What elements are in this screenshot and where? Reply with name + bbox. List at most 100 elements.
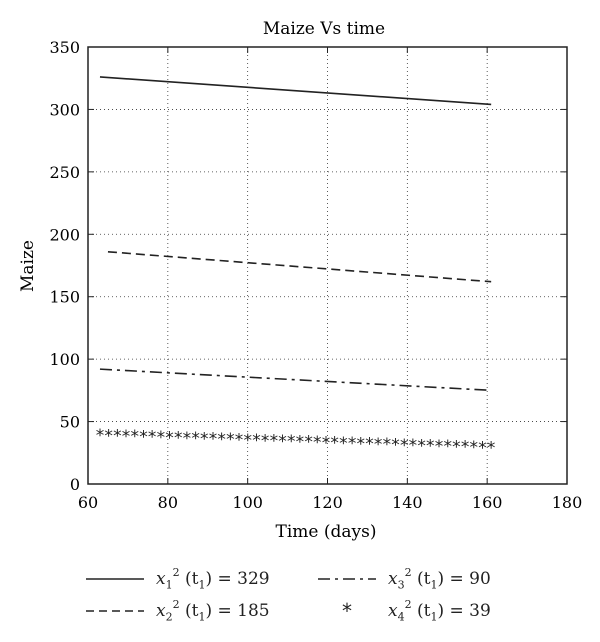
legend-time-subscript: 1 [198,610,206,624]
asterisk-data-point: * [252,431,261,451]
legend-symbol: x [156,569,166,589]
asterisk-data-point: * [226,430,235,450]
legend-symbol-subscript: 1 [165,578,173,592]
y-axis-ticks: 0 50 100 150 200 250 300 350 [49,38,567,494]
asterisk-data-point: * [478,438,487,458]
asterisk-data-point: * [148,428,157,448]
asterisk-data-point: * [330,434,339,454]
legend-symbol: x [388,601,398,621]
asterisk-data-point: * [165,428,174,448]
x-axis-label: Time (days) [276,522,377,542]
legend-symbol-subscript: 3 [397,578,405,592]
asterisk-data-point: * [452,437,461,457]
y-tick-label: 0 [70,475,80,494]
legend-value: = 39 [449,601,491,621]
asterisk-data-point: * [417,436,426,456]
asterisk-data-point: * [217,430,226,450]
y-tick-label: 300 [49,100,80,119]
asterisk-data-point: * [235,430,244,450]
legend-symbol-superscript: 2 [172,598,180,612]
x-axis-ticks: 60 80 100 120 140 160 180 [78,47,582,512]
legend-solid-line-swatch [86,578,144,580]
y-axis-label: Maize [18,240,38,292]
asterisk-data-point: * [113,427,122,447]
asterisk-data-point: * [296,432,305,452]
asterisk-data-point: * [200,429,209,449]
legend-time-subscript: 1 [430,610,438,624]
asterisk-data-point: * [443,437,452,457]
asterisk-data-point: * [157,428,166,448]
asterisk-data-point: * [270,432,279,452]
asterisk-data-point: * [374,435,383,455]
asterisk-data-point: * [348,434,357,454]
asterisk-data-point: * [487,439,496,459]
legend-time-subscript: 1 [198,578,206,592]
legend-item-series-1: x12 (t1) = 329 [86,565,270,593]
y-tick-label: 250 [49,163,80,182]
series-2-line [107,250,492,283]
asterisk-data-point: * [139,427,148,447]
asterisk-data-point: * [244,431,253,451]
legend-label-series-2: x22 (t1) = 185 [156,598,270,624]
legend-symbol-superscript: 2 [172,566,180,580]
legend-symbol: x [156,601,166,621]
legend-label-series-4: x42 (t1) = 39 [388,598,491,624]
chart-legend: x12 (t1) = 329 x32 (t1) = 90 x22 (t1) = [0,560,600,640]
y-tick-label: 100 [49,350,80,369]
asterisk-data-point: * [383,435,392,455]
asterisk-data-point: * [339,434,348,454]
x-tick-label: 160 [472,493,503,512]
asterisk-data-point: * [409,436,418,456]
legend-dashed-line-swatch [86,610,144,612]
series-1-line [99,76,492,106]
legend-symbol-subscript: 2 [165,610,173,624]
asterisk-data-point: * [391,435,400,455]
legend-symbol-superscript: 2 [404,566,412,580]
legend-value: = 185 [217,601,270,621]
svg-text:*: * [342,599,352,623]
legend-item-series-3: x32 (t1) = 90 [318,565,491,593]
asterisk-data-point: * [278,432,287,452]
asterisk-data-point: * [435,437,444,457]
asterisk-data-point: * [96,426,105,446]
asterisk-data-point: * [174,429,183,449]
grid-lines [88,47,567,484]
x-tick-label: 120 [312,493,343,512]
legend-item-series-4: * x42 (t1) = 39 [318,597,491,625]
asterisk-data-point: * [400,436,409,456]
asterisk-data-point: * [365,435,374,455]
legend-asterisk-marker-swatch: * [342,599,352,623]
legend-label-series-3: x32 (t1) = 90 [388,566,491,592]
asterisk-data-point: * [122,427,131,447]
series-3-line [99,368,492,392]
line-chart: Maize Vs time 60 80 100 120 140 160 180 0 50 100… [18,19,582,542]
asterisk-data-point: * [209,430,218,450]
asterisk-data-point: * [183,429,192,449]
y-tick-label: 150 [49,288,80,307]
x-tick-label: 80 [158,493,178,512]
asterisk-data-point: * [287,432,296,452]
asterisk-data-point: * [461,438,470,458]
asterisk-data-point: * [357,434,366,454]
x-tick-label: 60 [78,493,98,512]
legend-value: = 329 [217,569,270,589]
legend-label-series-1: x12 (t1) = 329 [156,566,270,592]
asterisk-data-point: * [426,437,435,457]
x-tick-label: 140 [392,493,423,512]
asterisk-data-point: * [130,427,139,447]
asterisk-data-point: * [304,433,313,453]
legend-symbol-superscript: 2 [404,598,412,612]
asterisk-data-point: * [261,431,270,451]
y-tick-label: 350 [49,38,80,57]
legend-symbol-subscript: 4 [397,610,405,624]
y-tick-label: 50 [60,413,80,432]
legend-item-series-2: x22 (t1) = 185 [86,597,270,625]
chart-title: Maize Vs time [263,19,385,39]
legend-dashdot-line-swatch [318,578,376,580]
series-layer: * * * * * * * * * * * * * * * * * * * * * * * * * * * * * * * * * * * * * * * *… [96,76,496,459]
legend-symbol: x [388,569,398,589]
series-4-markers: * * * * * * * * * * * * * * * * * * * * * * * * * * * * * * * * * * * * * * * *… [96,426,496,458]
asterisk-data-point: * [104,426,113,446]
asterisk-data-point: * [322,433,331,453]
